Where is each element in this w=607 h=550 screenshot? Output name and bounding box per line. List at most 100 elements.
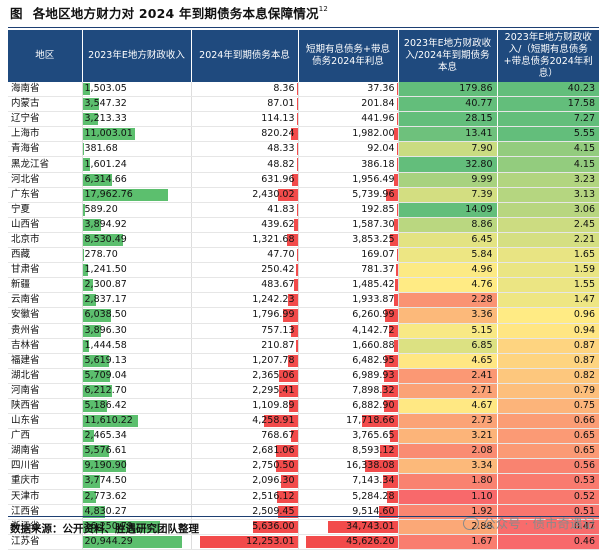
wechat-icon <box>463 517 479 530</box>
cell-value: 92.04 <box>299 142 398 156</box>
cell-value: 9,514.60 <box>299 505 398 519</box>
top-rule <box>8 27 599 28</box>
cell-value: 45,626.20 <box>299 535 398 549</box>
ratio-short-term-cell: 2.21 <box>497 232 599 247</box>
cell-value: 820.24 <box>192 127 298 141</box>
cell-value: 34,743.01 <box>299 520 398 534</box>
ratio-short-term-cell: 2.45 <box>497 217 599 232</box>
principal-cell: 41.83 <box>191 202 298 217</box>
short-term-debt-cell: 45,626.20 <box>298 534 398 549</box>
principal-cell: 439.62 <box>191 217 298 232</box>
cell-value: 2,465.34 <box>83 429 191 443</box>
cell-value: 210.87 <box>192 339 298 353</box>
ratio-short-term-cell: 7.27 <box>497 112 599 127</box>
revenue-cell: 8,530.49 <box>82 232 191 247</box>
header-ratio-principal: 2023年E地方财政收入/2024年到期债务本息 <box>398 30 497 82</box>
cell-value: 5,619.13 <box>83 354 191 368</box>
ratio-principal-cell: 3.36 <box>398 308 497 323</box>
region-cell: 贵州省 <box>8 323 82 338</box>
principal-cell: 2,365.06 <box>191 368 298 383</box>
ratio-principal-cell: 32.80 <box>398 157 497 172</box>
cell-value: 3,894.92 <box>83 218 191 232</box>
region-cell: 云南省 <box>8 293 82 308</box>
short-term-debt-cell: 201.84 <box>298 97 398 112</box>
ratio-principal-cell: 28.15 <box>398 112 497 127</box>
ratio-principal-cell: 4.67 <box>398 398 497 413</box>
short-term-debt-cell: 6,989.93 <box>298 368 398 383</box>
short-term-debt-cell: 386.18 <box>298 157 398 172</box>
footnote-mark: 12 <box>319 5 328 13</box>
principal-cell: 1,796.99 <box>191 308 298 323</box>
ratio-short-term-cell: 0.65 <box>497 429 599 444</box>
ratio-principal-cell: 1.67 <box>398 534 497 549</box>
cell-value: 1,982.00 <box>299 127 398 141</box>
cell-value: 1,321.68 <box>192 233 298 247</box>
revenue-cell: 17,962.76 <box>82 187 191 202</box>
ratio-short-term-cell: 3.06 <box>497 202 599 217</box>
ratio-short-term-cell: 1.59 <box>497 263 599 278</box>
cell-value: 17,718.66 <box>299 414 398 428</box>
principal-cell: 2,295.41 <box>191 383 298 398</box>
ratio-principal-cell: 14.09 <box>398 202 497 217</box>
region-cell: 河南省 <box>8 383 82 398</box>
ratio-short-term-cell: 0.75 <box>497 398 599 413</box>
ratio-short-term-cell: 0.46 <box>497 534 599 549</box>
short-term-debt-cell: 1,485.42 <box>298 278 398 293</box>
region-cell: 天津市 <box>8 489 82 504</box>
revenue-cell: 3,896.30 <box>82 323 191 338</box>
cell-value: 3,896.30 <box>83 324 191 338</box>
region-cell: 湖北省 <box>8 368 82 383</box>
cell-value: 6,314.66 <box>83 173 191 187</box>
cell-value: 441.96 <box>299 112 398 126</box>
cell-value: 11,610.22 <box>83 414 191 428</box>
revenue-cell: 2,465.34 <box>82 429 191 444</box>
cell-value: 6,989.93 <box>299 369 398 383</box>
cell-value: 2,750.50 <box>192 459 298 473</box>
principal-cell: 12,253.01 <box>191 534 298 549</box>
ratio-principal-cell: 9.99 <box>398 172 497 187</box>
short-term-debt-cell: 3,765.65 <box>298 429 398 444</box>
principal-cell: 1,109.89 <box>191 398 298 413</box>
data-table: 地区 2023年E地方财政收入 2024年到期债务本息 短期有息债务+带息债务2… <box>8 30 599 550</box>
short-term-debt-cell: 781.37 <box>298 263 398 278</box>
cell-value: 11,003.01 <box>83 127 191 141</box>
short-term-debt-cell: 5,739.96 <box>298 187 398 202</box>
revenue-cell: 5,576.61 <box>82 444 191 459</box>
revenue-cell: 11,003.01 <box>82 127 191 142</box>
ratio-principal-cell: 2.41 <box>398 368 497 383</box>
ratio-principal-cell: 8.86 <box>398 217 497 232</box>
region-cell: 甘肃省 <box>8 263 82 278</box>
ratio-short-term-cell: 0.53 <box>497 474 599 489</box>
header-principal: 2024年到期债务本息 <box>191 30 298 82</box>
ratio-short-term-cell: 0.87 <box>497 353 599 368</box>
cell-value: 3,213.33 <box>83 112 191 126</box>
revenue-cell: 6,212.70 <box>82 383 191 398</box>
region-cell: 安徽省 <box>8 308 82 323</box>
cell-value: 16,250.79 <box>83 520 191 534</box>
ratio-principal-cell: 1.10 <box>398 489 497 504</box>
ratio-short-term-cell: 17.58 <box>497 97 599 112</box>
cell-value: 47.70 <box>192 248 298 262</box>
cell-value: 3,774.50 <box>83 474 191 488</box>
principal-cell: 2,096.30 <box>191 474 298 489</box>
cell-value: 4,142.72 <box>299 324 398 338</box>
cell-value: 6,212.70 <box>83 384 191 398</box>
principal-cell: 1,242.23 <box>191 293 298 308</box>
short-term-debt-cell: 6,882.90 <box>298 398 398 413</box>
watermark-text: 公众号 · 债市奇遇记 <box>483 516 595 531</box>
ratio-short-term-cell: 0.94 <box>497 323 599 338</box>
cell-value: 17,962.76 <box>83 188 191 202</box>
cell-value: 6,482.95 <box>299 354 398 368</box>
ratio-short-term-cell: 0.79 <box>497 383 599 398</box>
short-term-debt-cell: 6,482.95 <box>298 353 398 368</box>
region-cell: 广东省 <box>8 187 82 202</box>
revenue-cell: 2,837.17 <box>82 293 191 308</box>
header-region: 地区 <box>8 30 82 82</box>
